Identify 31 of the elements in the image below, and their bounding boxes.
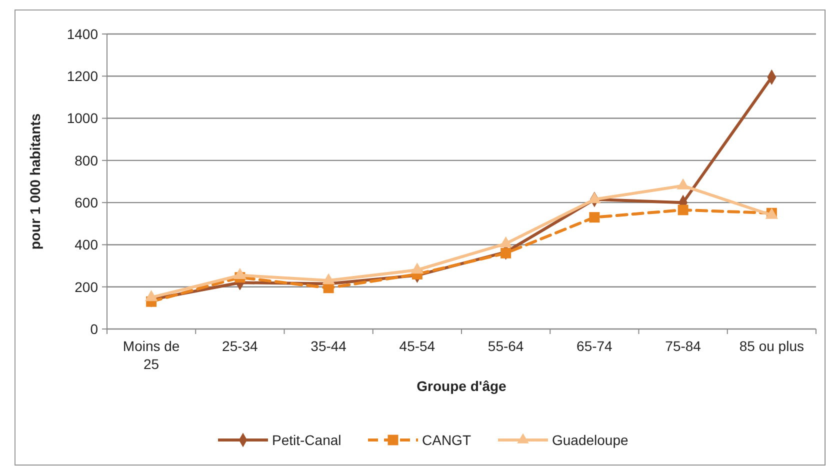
y-tick-label: 0 (90, 320, 98, 337)
legend-label: CANGT (422, 432, 472, 448)
y-tick-label: 1400 (66, 26, 98, 42)
y-tick-label: 600 (74, 194, 98, 210)
y-tick-label: 200 (74, 278, 98, 295)
y-tick-label: 400 (74, 236, 98, 253)
x-tick-label: Moins de 25 (122, 338, 180, 372)
point (676, 178, 690, 190)
x-tick-label: 85 ou plus (739, 338, 804, 354)
x-tick-label: 65-74 (576, 338, 613, 354)
point (678, 204, 688, 216)
y-tick-label: 1200 (66, 68, 98, 84)
legend-label: Guadeloupe (552, 432, 629, 448)
point (499, 236, 512, 248)
point (588, 192, 601, 204)
y-tick-label: 800 (74, 152, 98, 168)
y-tick-label: 1000 (66, 110, 98, 126)
point (144, 290, 158, 302)
x-axis-title: Groupe d'âge (416, 378, 507, 394)
y-axis-title: pour 1 000 habitants (27, 113, 43, 250)
point (234, 268, 246, 279)
legend-label: Petit-Canal (272, 432, 342, 448)
point (500, 248, 512, 258)
point (589, 212, 600, 223)
point (322, 273, 335, 284)
x-tick-label: 55-64 (488, 338, 524, 354)
point (410, 262, 424, 274)
x-tick-label: 35-44 (310, 338, 347, 354)
x-tick-label: 75-84 (665, 338, 702, 354)
x-tick-label: 25-34 (222, 338, 258, 354)
x-tick-label: 45-54 (399, 338, 436, 354)
